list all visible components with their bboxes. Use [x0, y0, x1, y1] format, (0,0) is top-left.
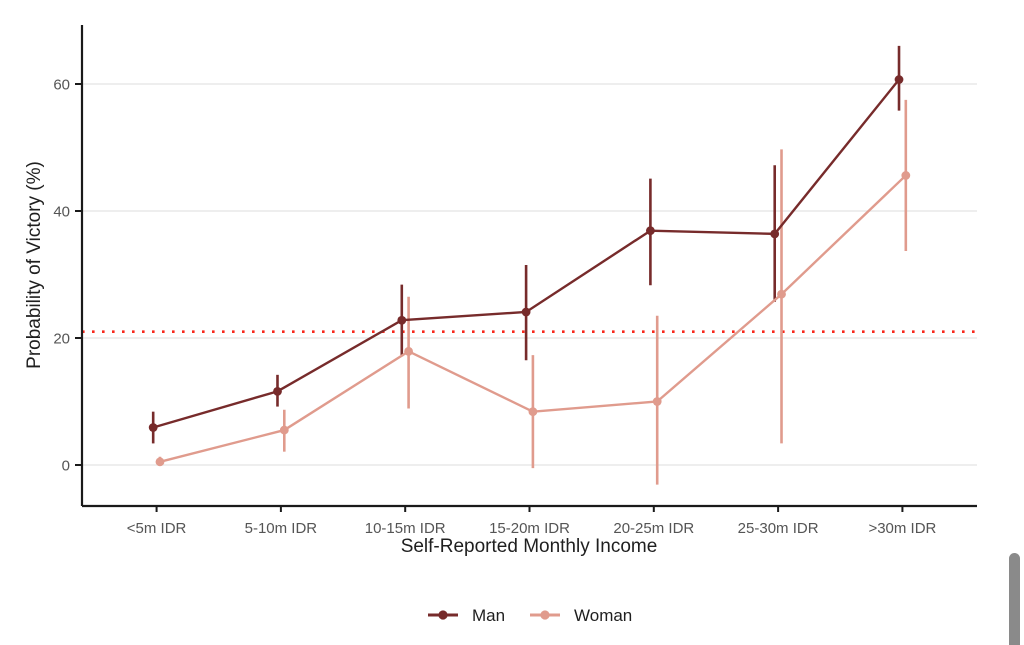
legend-label-man: Man: [472, 606, 505, 625]
series-line-man: [152, 78, 900, 429]
x-tick-label: 5-10m IDR: [245, 520, 318, 537]
data-point-man-5: [770, 229, 780, 239]
y-tick-label: 40: [53, 204, 70, 221]
x-axis-title: Self-Reported Monthly Income: [401, 536, 658, 557]
data-point-man-1: [273, 386, 282, 396]
legend-key-woman-dot: [540, 610, 550, 620]
x-tick-label: <5m IDR: [127, 520, 187, 537]
error-bars: [151, 45, 908, 485]
data-point-woman-1: [279, 425, 289, 435]
y-tick-label: 60: [53, 77, 70, 94]
data-point-woman-2: [404, 346, 413, 356]
series-lines: [152, 78, 907, 463]
legend-label-woman: Woman: [574, 606, 632, 625]
legend: Man Woman: [428, 606, 632, 625]
y-tick-label: 20: [53, 331, 70, 348]
data-point-man-6: [894, 75, 904, 84]
series-points: [148, 75, 911, 467]
x-tick-label: 20-25m IDR: [613, 520, 694, 537]
data-point-woman-5: [777, 289, 786, 299]
data-point-woman-0: [155, 457, 165, 467]
x-tick-label: 15-20m IDR: [489, 520, 570, 537]
x-tick-label: 25-30m IDR: [738, 520, 819, 537]
data-point-woman-3: [528, 407, 538, 417]
y-axis-title: Probability of Victory (%): [24, 161, 45, 369]
tick-labels: 0 20 40 60 <5m IDR 5-10m IDR 10-15m IDR 15-20m …: [53, 77, 936, 538]
data-point-man-3: [521, 307, 531, 317]
data-point-man-4: [646, 226, 655, 236]
data-point-woman-4: [652, 397, 662, 406]
data-point-man-0: [148, 423, 158, 432]
scrollbar-thumb[interactable]: [1009, 553, 1020, 645]
x-tick-label: 10-15m IDR: [365, 520, 446, 537]
gridlines: [82, 83, 977, 466]
data-point-woman-6: [901, 171, 911, 180]
y-tick-label: 0: [62, 458, 70, 475]
x-tick-label: >30m IDR: [868, 520, 936, 537]
data-point-man-2: [397, 315, 407, 325]
legend-key-man-dot: [438, 610, 448, 620]
axes: [75, 25, 977, 512]
